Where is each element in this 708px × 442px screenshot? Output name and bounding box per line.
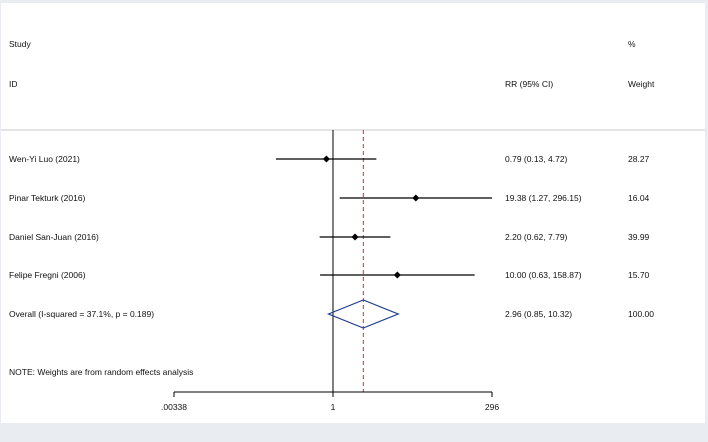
plot-background bbox=[1, 3, 705, 423]
overall-weight: 100.00 bbox=[628, 309, 654, 319]
study-label: Wen-Yi Luo (2021) bbox=[9, 154, 80, 164]
study-label: Pinar Tekturk (2016) bbox=[9, 193, 86, 203]
overall-label: Overall (I-squared = 37.1%, p = 0.189) bbox=[9, 309, 154, 319]
header-weight: Weight bbox=[628, 79, 655, 89]
study-ci: 0.79 (0.13, 4.72) bbox=[505, 154, 568, 164]
study-weight: 39.99 bbox=[628, 232, 650, 242]
point-estimate bbox=[393, 271, 401, 279]
study-ci: 2.20 (0.62, 7.79) bbox=[505, 232, 568, 242]
point-estimate bbox=[322, 155, 330, 163]
study-ci: 10.00 (0.63, 158.87) bbox=[505, 270, 582, 280]
header-percent: % bbox=[628, 39, 636, 49]
note: NOTE: Weights are from random effects an… bbox=[9, 367, 193, 377]
overall-diamond bbox=[326, 299, 400, 329]
study-label: Daniel San-Juan (2016) bbox=[9, 232, 99, 242]
study-weight: 15.70 bbox=[628, 270, 650, 280]
point-estimate bbox=[351, 233, 359, 241]
study-weight: 28.27 bbox=[628, 154, 650, 164]
study-label: Felipe Fregni (2006) bbox=[9, 270, 86, 280]
point-estimate bbox=[412, 194, 420, 202]
study-ci: 19.38 (1.27, 296.15) bbox=[505, 193, 582, 203]
overall-ci: 2.96 (0.85, 10.32) bbox=[505, 309, 572, 319]
x-tick-label: .00338 bbox=[161, 402, 187, 412]
header-effect: RR (95% CI) bbox=[505, 79, 553, 89]
x-tick-label: 296 bbox=[485, 402, 499, 412]
study-weight: 16.04 bbox=[628, 193, 650, 203]
header-study: Study bbox=[9, 39, 31, 49]
header-id: ID bbox=[9, 79, 18, 89]
x-tick-label: 1 bbox=[331, 402, 336, 412]
